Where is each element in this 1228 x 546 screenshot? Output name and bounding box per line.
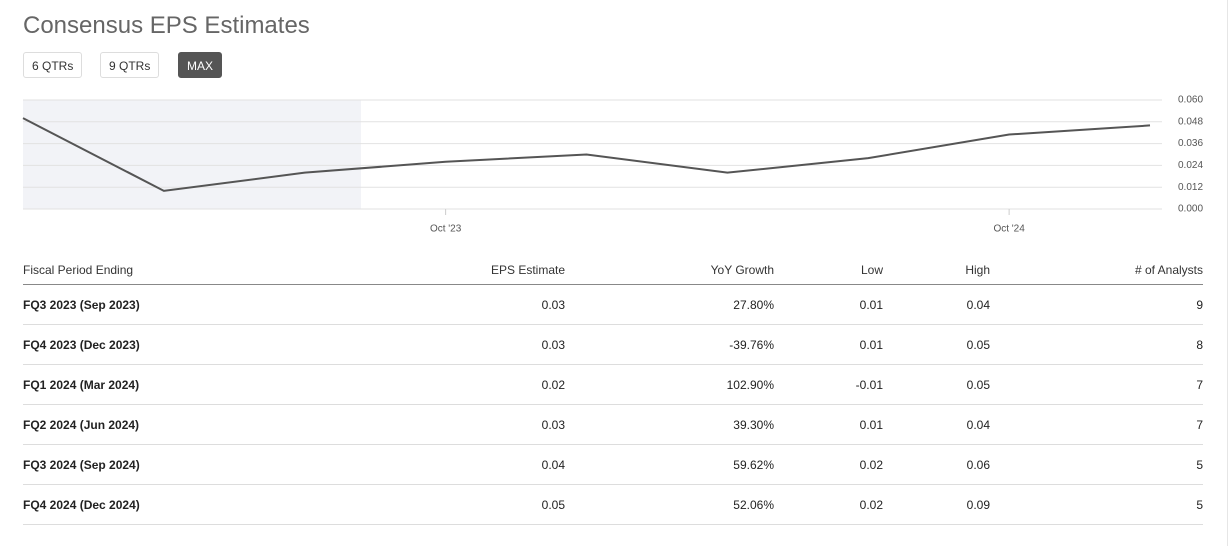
y-tick-label: 0.048: [1178, 116, 1203, 127]
table-cell: 5: [990, 444, 1203, 485]
x-tick-label: Oct '24: [993, 224, 1025, 235]
range-button[interactable]: 6 QTRs: [23, 52, 83, 78]
chart: 0.000 0.012 0.024 0.036 0.048 0.060 Oct '23 Oct…: [22, 95, 1203, 235]
table-cell: 0.01: [774, 324, 883, 365]
table-cell: -0.01: [774, 364, 883, 405]
table-cell: 0.01: [774, 404, 883, 445]
title: Consensus EPS Estimates: [23, 12, 310, 39]
y-tick-label: 0.036: [1178, 138, 1203, 149]
table-row: FQ2 2024 (Jun 2024) 0.03 39.30% 0.01 0.04 7: [23, 404, 1203, 445]
table-cell: -39.76%: [565, 324, 774, 365]
range-button[interactable]: MAX: [178, 52, 223, 78]
y-tick-label: 0.012: [1178, 182, 1203, 193]
x-tick-label: Oct '23: [430, 224, 462, 235]
table-cell: 59.62%: [565, 444, 774, 485]
history-shade: [23, 100, 361, 209]
column-header: Fiscal Period Ending: [23, 256, 313, 285]
table-row: FQ4 2024 (Dec 2024) 0.05 52.06% 0.02 0.09 5: [23, 484, 1203, 525]
table-cell: 52.06%: [565, 484, 774, 525]
column-header: EPS Estimate: [313, 256, 565, 285]
estimates-table: Fiscal Period Ending EPS Estimate YoY Grow…: [23, 256, 1203, 525]
table-cell: 7: [990, 404, 1203, 445]
table-row: FQ1 2024 (Mar 2024) 0.02 102.90% -0.01 0.05 7: [23, 364, 1203, 405]
table-cell: 0.01: [774, 284, 883, 325]
table-cell: 0.03: [313, 284, 565, 325]
y-tick-label: 0.000: [1178, 204, 1203, 215]
table-cell: 0.06: [883, 444, 990, 485]
table-cell: 0.03: [313, 324, 565, 365]
table-row: FQ3 2024 (Sep 2024) 0.04 59.62% 0.02 0.06 5: [23, 444, 1203, 485]
table-row: FQ3 2023 (Sep 2023) 0.03 27.80% 0.01 0.04 9: [23, 284, 1203, 325]
column-header: High: [883, 256, 990, 285]
column-header: YoY Growth: [565, 256, 774, 285]
table-cell: 0.02: [313, 364, 565, 405]
table-cell: 0.04: [883, 284, 990, 325]
column-header: Low: [774, 256, 883, 285]
table-cell: 27.80%: [565, 284, 774, 325]
table-cell: FQ4 2023 (Dec 2023): [23, 324, 313, 365]
table-cell: FQ2 2024 (Jun 2024): [23, 404, 313, 445]
column-header: # of Analysts: [990, 256, 1203, 285]
y-tick-label: 0.024: [1178, 160, 1203, 171]
table-cell: 9: [990, 284, 1203, 325]
table-cell: FQ1 2024 (Mar 2024): [23, 364, 313, 405]
table-cell: 0.05: [883, 364, 990, 405]
table-cell: 0.09: [883, 484, 990, 525]
table-cell: 0.02: [774, 484, 883, 525]
table-cell: 0.02: [774, 444, 883, 485]
y-tick-label: 0.060: [1178, 95, 1203, 106]
table-cell: 0.05: [313, 484, 565, 525]
table-row: FQ4 2023 (Dec 2023) 0.03 -39.76% 0.01 0.05 8: [23, 324, 1203, 365]
table-cell: 5: [990, 484, 1203, 525]
table-cell: 0.04: [883, 404, 990, 445]
eps-line: [22, 117, 1151, 192]
table-cell: 102.90%: [565, 364, 774, 405]
range-button[interactable]: 9 QTRs: [100, 52, 160, 78]
table-cell: FQ3 2024 (Sep 2024): [23, 444, 313, 485]
table-cell: 7: [990, 364, 1203, 405]
table-cell: 39.30%: [565, 404, 774, 445]
table-cell: 8: [990, 324, 1203, 365]
table-cell: 0.03: [313, 404, 565, 445]
table-cell: 0.05: [883, 324, 990, 365]
table-cell: FQ4 2024 (Dec 2024): [23, 484, 313, 525]
table-cell: FQ3 2023 (Sep 2023): [23, 284, 313, 325]
table-cell: 0.04: [313, 444, 565, 485]
